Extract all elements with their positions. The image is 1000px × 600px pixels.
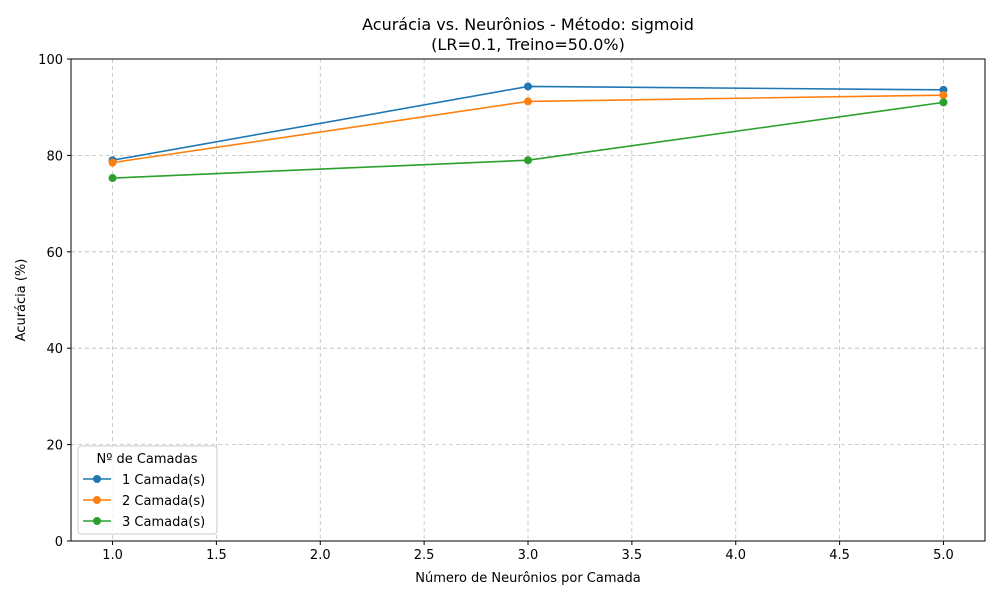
data-point <box>524 97 532 106</box>
data-point <box>524 156 532 165</box>
data-point <box>108 158 117 167</box>
x-tick-label: 4.5 <box>829 548 850 563</box>
data-point <box>524 82 532 91</box>
legend-marker <box>93 496 101 504</box>
y-tick-label: 60 <box>46 246 63 261</box>
data-point <box>939 98 948 107</box>
y-tick-label: 20 <box>46 439 63 454</box>
series-3 <box>108 98 948 183</box>
x-tick-label: 2.5 <box>414 548 435 563</box>
y-axis-label: Acurácia (%) <box>14 259 29 342</box>
x-tick-label: 3.0 <box>518 548 539 563</box>
series-layer <box>108 82 948 183</box>
data-point <box>108 174 117 183</box>
x-tick-label: 1.5 <box>206 548 227 563</box>
legend-label: 3 Camada(s) <box>122 515 205 530</box>
ticks: 1.0 1.5 2.0 2.5 3.0 3.5 4.0 4.5 5.0 0 20 40 60 80 100 <box>38 53 954 563</box>
x-axis-label: Número de Neurônios por Camada <box>415 571 640 586</box>
series-2 <box>108 91 948 167</box>
y-tick-label: 80 <box>46 149 63 164</box>
x-tick-label: 3.5 <box>622 548 643 563</box>
legend-marker <box>93 475 101 483</box>
legend-marker <box>93 517 101 525</box>
plot-area <box>70 58 986 542</box>
x-tick-label: 5.0 <box>933 548 954 563</box>
legend-item: 1 Camada(s) <box>83 473 205 488</box>
x-tick-label: 2.0 <box>310 548 331 563</box>
legend-item: 3 Camada(s) <box>83 515 205 530</box>
legend-items: 1 Camada(s) 2 Camada(s) 3 Camada(s) <box>83 473 205 530</box>
legend-box <box>77 445 218 535</box>
legend-title: Nº de Camadas <box>96 452 197 467</box>
y-tick-label: 0 <box>55 535 63 550</box>
data-point <box>939 91 948 100</box>
x-tick-label: 4.0 <box>725 548 746 563</box>
legend-item: 2 Camada(s) <box>83 494 205 509</box>
y-tick-label: 100 <box>38 53 63 68</box>
legend-label: 2 Camada(s) <box>122 494 205 509</box>
legend-label: 1 Camada(s) <box>122 473 205 488</box>
legend: Nº de Camadas 1 Camada(s) 2 Camada(s) 3 Ca… <box>77 445 218 535</box>
chart-title: Acurácia vs. Neurônios - Método: sigmoid <box>362 15 694 34</box>
y-tick-label: 40 <box>46 342 63 357</box>
chart-subtitle: (LR=0.1, Treino=50.0%) <box>431 35 625 54</box>
x-tick-label: 1.0 <box>102 548 123 563</box>
